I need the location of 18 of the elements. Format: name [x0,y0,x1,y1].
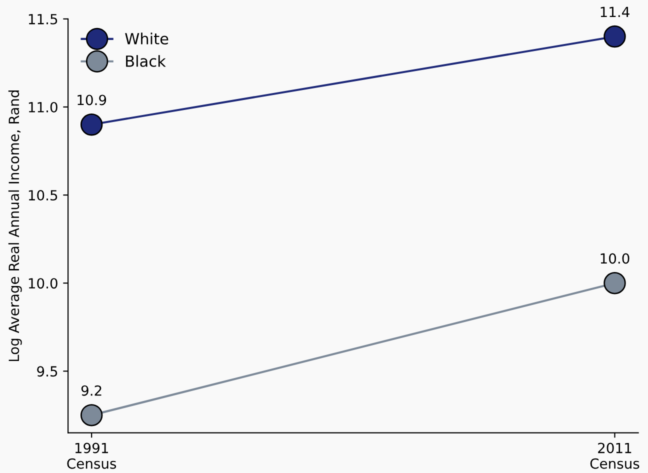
y-axis-title: Log Average Real Annual Income, Rand [8,90,22,362]
y-tick-label: 11.5 [28,14,58,24]
x-tick-label: 1991 Census [67,442,116,469]
data-label: 9.2 [81,385,102,396]
data-label: 10.9 [78,94,106,106]
x-tick-label: 2011 Census [590,442,640,469]
data-label: 10.0 [600,253,630,264]
legend-label: Black [126,55,166,67]
point [80,113,103,136]
point [604,272,626,294]
point [604,25,626,48]
y-tick-label: 9.5 [37,366,58,377]
legend-label: White [125,32,168,44]
y-tick-label: 11.0 [28,102,58,112]
y-tick-label: 10.5 [28,190,58,201]
data-label: 11.4 [600,6,630,17]
y-tick-label: 10.0 [28,278,58,289]
point [80,404,103,426]
